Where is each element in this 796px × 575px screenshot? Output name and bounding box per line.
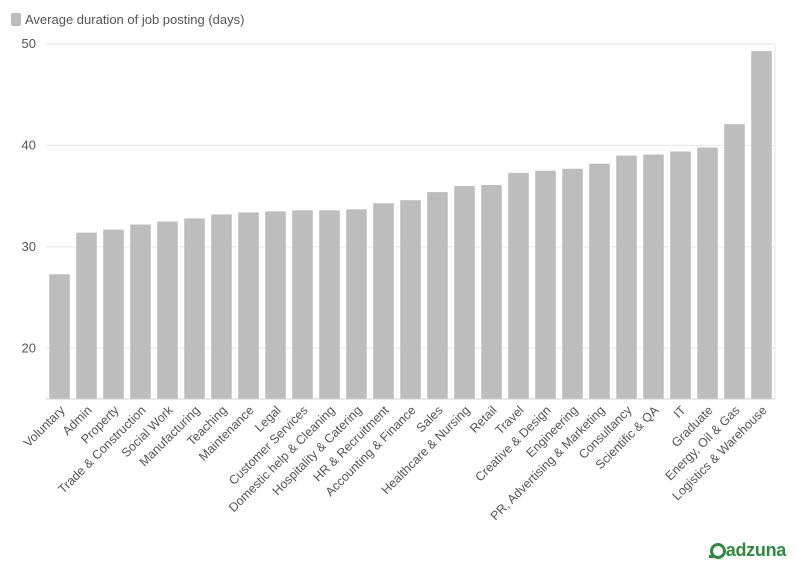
- bar: [346, 209, 367, 399]
- y-tick-label: 50: [22, 36, 36, 51]
- y-tick-label: 40: [22, 137, 36, 152]
- bar: [319, 210, 340, 399]
- y-tick-label: 30: [22, 239, 36, 254]
- bar: [670, 151, 691, 399]
- chart-legend: Average duration of job posting (days): [11, 12, 244, 27]
- bar: [562, 168, 583, 399]
- bar: [400, 200, 421, 399]
- bar: [238, 212, 259, 399]
- bar: [454, 186, 475, 399]
- bar: [76, 232, 97, 399]
- bar: [643, 154, 664, 399]
- bar: [427, 192, 448, 399]
- bar: [697, 147, 718, 399]
- bar: [49, 274, 70, 399]
- bar: [265, 211, 286, 399]
- bar: [535, 170, 556, 399]
- bar: [589, 163, 610, 399]
- logo-text: adzuna: [725, 540, 787, 560]
- bar: [373, 203, 394, 399]
- bar: [130, 224, 151, 399]
- bar: [211, 214, 232, 399]
- bar: [724, 124, 745, 399]
- legend-swatch: [11, 13, 21, 26]
- adzuna-logo-icon: [708, 542, 726, 559]
- bar: [184, 218, 205, 399]
- bar: [481, 184, 502, 399]
- bar: [292, 210, 313, 399]
- bar: [103, 229, 124, 399]
- bar: [616, 155, 637, 399]
- legend-label: Average duration of job posting (days): [25, 12, 245, 27]
- bar: [157, 221, 178, 399]
- bar: [508, 172, 529, 399]
- y-tick-label: 20: [22, 340, 36, 355]
- x-tick-label: IT: [671, 403, 689, 421]
- adzuna-logo: adzuna: [708, 540, 787, 561]
- bar: [751, 51, 772, 399]
